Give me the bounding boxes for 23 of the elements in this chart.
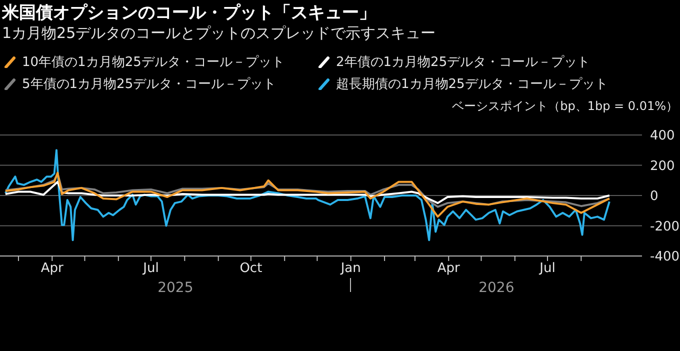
y-tick-label: 200 — [650, 158, 675, 174]
legend-label: 2年債の1カ月物25デルタ・コール－プット — [336, 54, 590, 71]
y-tick-label: -400 — [650, 250, 680, 265]
y-tick-label: 0 — [650, 189, 658, 204]
line-series — [4, 149, 610, 242]
text: 2026 — [478, 280, 514, 296]
x-tick-label: Jul — [142, 261, 159, 276]
x-tick-label: Jan — [340, 261, 361, 276]
y-axis-title: ベーシスポイント（bp、1bp = 0.01%） — [452, 98, 678, 115]
x-tick-label: Apr — [437, 261, 461, 276]
x-tick-label: Jul — [538, 261, 556, 276]
legend-label: 超長期債の1カ月物25デルタ・コール－プット — [336, 76, 608, 93]
y-tick-label: -200 — [650, 219, 680, 234]
x-tick-label: Apr — [40, 261, 64, 276]
y-tick-label: 400 — [650, 128, 675, 144]
legend-label: 5年債の1カ月物25デルタ・コール－プット — [22, 76, 276, 93]
legend-label: 10年債の1カ月物25デルタ・コール－プット — [22, 54, 284, 71]
x-tick-label: Oct — [240, 261, 262, 276]
chart-subtitle: 1カ月物25デルタのコールとプットのスプレッドで示すスキュー — [2, 24, 436, 43]
chart-title: 米国債オプションのコール・プット「スキュー」 — [2, 2, 376, 24]
text: 2025 — [158, 280, 194, 296]
line-series — [4, 172, 610, 218]
line-series — [4, 180, 610, 204]
